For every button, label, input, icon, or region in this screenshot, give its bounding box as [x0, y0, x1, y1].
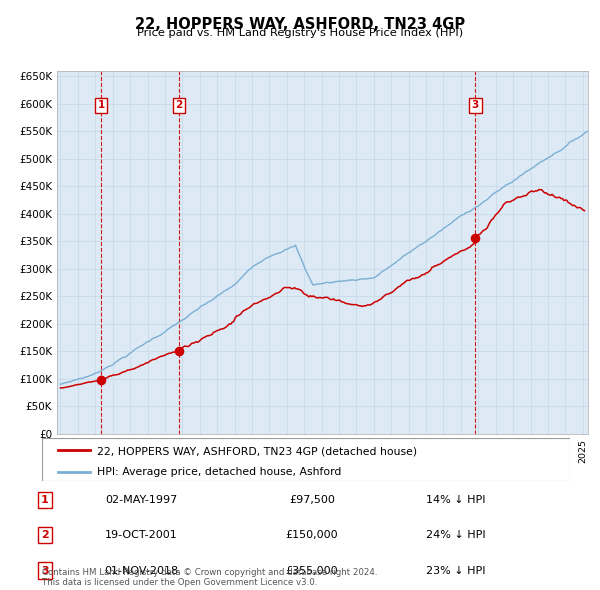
- Point: [96, 375, 106, 385]
- Text: £97,500: £97,500: [289, 495, 335, 504]
- Text: 1: 1: [97, 100, 105, 110]
- Text: Price paid vs. HM Land Registry's House Price Index (HPI): Price paid vs. HM Land Registry's House …: [137, 28, 463, 38]
- Text: £150,000: £150,000: [286, 530, 338, 540]
- Text: 2: 2: [41, 530, 49, 540]
- Text: HPI: Average price, detached house, Ashford: HPI: Average price, detached house, Ashf…: [97, 467, 342, 477]
- Text: Contains HM Land Registry data © Crown copyright and database right 2024.
This d: Contains HM Land Registry data © Crown c…: [42, 568, 377, 587]
- Text: 3: 3: [472, 100, 479, 110]
- Text: 1: 1: [41, 495, 49, 504]
- Text: £355,000: £355,000: [286, 566, 338, 575]
- Text: 14% ↓ HPI: 14% ↓ HPI: [426, 495, 486, 504]
- Text: 24% ↓ HPI: 24% ↓ HPI: [426, 530, 486, 540]
- Text: 2: 2: [175, 100, 182, 110]
- Text: 22, HOPPERS WAY, ASHFORD, TN23 4GP: 22, HOPPERS WAY, ASHFORD, TN23 4GP: [135, 17, 465, 31]
- Text: 3: 3: [41, 566, 49, 575]
- Point: [174, 346, 184, 356]
- Text: 02-MAY-1997: 02-MAY-1997: [105, 495, 177, 504]
- Text: 23% ↓ HPI: 23% ↓ HPI: [426, 566, 486, 575]
- Point: [470, 234, 480, 243]
- Text: 19-OCT-2001: 19-OCT-2001: [104, 530, 178, 540]
- Text: 01-NOV-2018: 01-NOV-2018: [104, 566, 178, 575]
- Text: 22, HOPPERS WAY, ASHFORD, TN23 4GP (detached house): 22, HOPPERS WAY, ASHFORD, TN23 4GP (deta…: [97, 446, 418, 456]
- FancyBboxPatch shape: [42, 438, 570, 481]
